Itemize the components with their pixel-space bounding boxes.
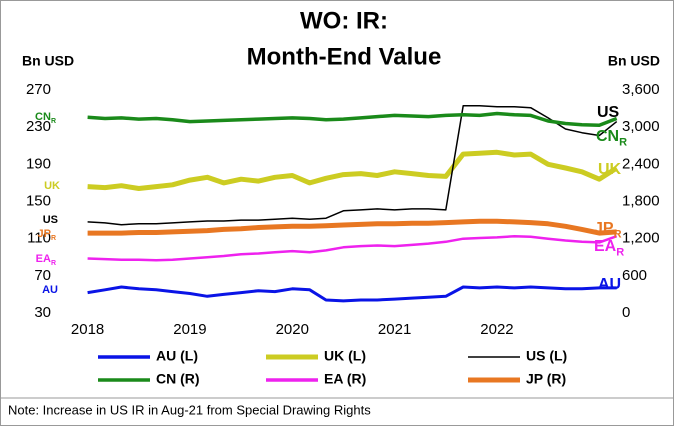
legend-label: EA (R) (324, 371, 366, 387)
y2-tick-label: 1,200 (622, 230, 660, 247)
label-text: CN (596, 128, 619, 145)
legend-label: UK (L) (324, 348, 366, 364)
series-line (87, 285, 617, 303)
label-sub: R (619, 137, 627, 149)
x-tick-label: 2022 (480, 321, 513, 338)
legend-label: JP (R) (526, 371, 566, 387)
x-tick-label: 2019 (173, 321, 206, 338)
y-tick-label: 270 (26, 81, 51, 98)
series-label-right: AU (598, 276, 621, 293)
series-label-right: US (597, 104, 620, 121)
y2-tick-label: 0 (622, 304, 630, 321)
label-sub: R (51, 235, 56, 242)
chart-title: WO: IR: (300, 7, 388, 34)
x-tick-label: 2021 (378, 321, 411, 338)
label-text: UK (598, 161, 622, 178)
y-tick-label: 30 (34, 304, 51, 321)
series-label-left: EAR (36, 253, 56, 267)
label-text: UK (44, 180, 60, 192)
series-label-right: UK (598, 161, 622, 178)
y-tick-label: 70 (34, 267, 51, 284)
series-label-right: EAR (594, 238, 624, 258)
chart-title: Month-End Value (247, 43, 442, 70)
label-text: CN (35, 111, 51, 123)
y2-tick-label: 2,400 (622, 155, 660, 172)
series-line (87, 111, 618, 128)
label-sub: R (614, 229, 622, 241)
label-text: US (43, 214, 58, 226)
x-tick-label: 2020 (276, 321, 309, 338)
series-label-right: JPR (594, 220, 622, 240)
series-line (87, 105, 618, 226)
label-text: EA (36, 253, 51, 265)
y2-tick-label: 3,600 (622, 81, 660, 98)
label-text: JP (594, 220, 614, 237)
y2-tick-label: 1,800 (622, 192, 660, 209)
label-text: US (597, 104, 620, 121)
label-text: EA (594, 238, 617, 255)
x-tick-label: 2018 (71, 321, 104, 338)
label-sub: R (51, 260, 56, 267)
series-label-left: JPR (37, 228, 56, 242)
series-label-left: UK (44, 180, 60, 192)
series-line (87, 218, 617, 236)
series-label-right: CNR (596, 128, 627, 148)
label-text: JP (37, 228, 50, 240)
y2-tick-label: 600 (622, 267, 647, 284)
label-text: AU (42, 284, 58, 296)
y-tick-label: 110 (27, 230, 51, 247)
y2-axis-label: Bn USD (608, 53, 660, 69)
series-label-left: US (43, 214, 58, 226)
legend-label: US (L) (526, 348, 567, 364)
y-axis-label: Bn USD (22, 53, 74, 69)
legend-label: AU (L) (156, 348, 198, 364)
legend-label: CN (R) (156, 371, 200, 387)
series-line (87, 234, 618, 262)
series-label-left: CNR (35, 111, 56, 125)
note: Note: Increase in US IR in Aug-21 from S… (8, 402, 371, 417)
y-tick-label: 150 (26, 192, 51, 209)
series-line (87, 149, 619, 191)
y-tick-label: 230 (26, 118, 51, 135)
series-label-left: AU (42, 284, 58, 296)
label-text: AU (598, 276, 621, 293)
y-tick-label: 190 (26, 155, 51, 172)
y2-tick-label: 3,000 (622, 118, 660, 135)
label-sub: R (616, 247, 624, 259)
label-sub: R (51, 118, 56, 125)
